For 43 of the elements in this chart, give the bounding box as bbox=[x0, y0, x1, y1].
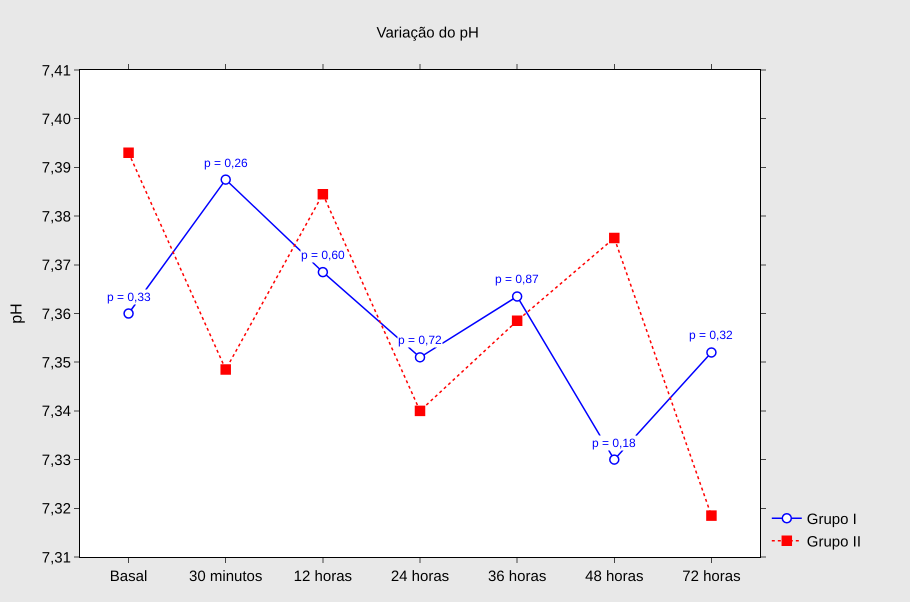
y-tick-label: 7,32 bbox=[42, 500, 71, 518]
y-tick-label: 7,38 bbox=[42, 208, 71, 226]
point bbox=[706, 510, 717, 521]
x-tick-label: 12 horas bbox=[294, 568, 352, 585]
x-tick-label: 30 minutos bbox=[189, 568, 262, 585]
point bbox=[220, 364, 231, 375]
x-tick-label: 36 horas bbox=[488, 568, 546, 585]
point bbox=[414, 352, 426, 363]
point bbox=[123, 308, 134, 319]
y-tick-label: 7,34 bbox=[42, 403, 71, 420]
annotation: p = 0,18 bbox=[592, 436, 636, 450]
y-tick-label: 7,35 bbox=[42, 354, 71, 372]
y-tick-label: 7,37 bbox=[42, 257, 71, 274]
y-tick-label: 7,31 bbox=[42, 549, 71, 566]
y-axis-title: pH bbox=[8, 303, 26, 324]
annotation: p = 0,60 bbox=[301, 248, 346, 262]
y-tick-label: 7,41 bbox=[42, 62, 71, 80]
point bbox=[220, 174, 231, 185]
y-tick-label: 7,33 bbox=[42, 452, 71, 469]
point bbox=[609, 454, 620, 465]
point bbox=[318, 266, 328, 278]
chart-title: Variação do pH bbox=[376, 24, 479, 42]
x-tick-label: 72 horas bbox=[682, 568, 741, 585]
point bbox=[706, 347, 717, 358]
annotation: p = 0,26 bbox=[204, 156, 248, 170]
annotation: p = 0,72 bbox=[398, 333, 442, 347]
y-tick-label: 7,36 bbox=[42, 306, 71, 323]
annotation: p = 0,87 bbox=[495, 272, 540, 286]
legend-label: Grupo I bbox=[806, 511, 857, 528]
point bbox=[512, 291, 522, 302]
annotation: p = 0,32 bbox=[689, 328, 734, 342]
point bbox=[414, 406, 426, 416]
point bbox=[609, 232, 620, 244]
legend-label: Grupo II bbox=[806, 534, 862, 551]
x-tick-label: 48 horas bbox=[585, 568, 644, 585]
point bbox=[318, 188, 328, 200]
y-tick-label: 7,40 bbox=[42, 110, 71, 128]
annotation: p = 0,33 bbox=[107, 290, 152, 304]
x-tick-label: Basal bbox=[110, 568, 148, 585]
y-tick-label: 7,39 bbox=[42, 160, 71, 177]
x-tick-label: 24 horas bbox=[390, 568, 450, 585]
point bbox=[123, 148, 134, 158]
point bbox=[512, 316, 522, 326]
